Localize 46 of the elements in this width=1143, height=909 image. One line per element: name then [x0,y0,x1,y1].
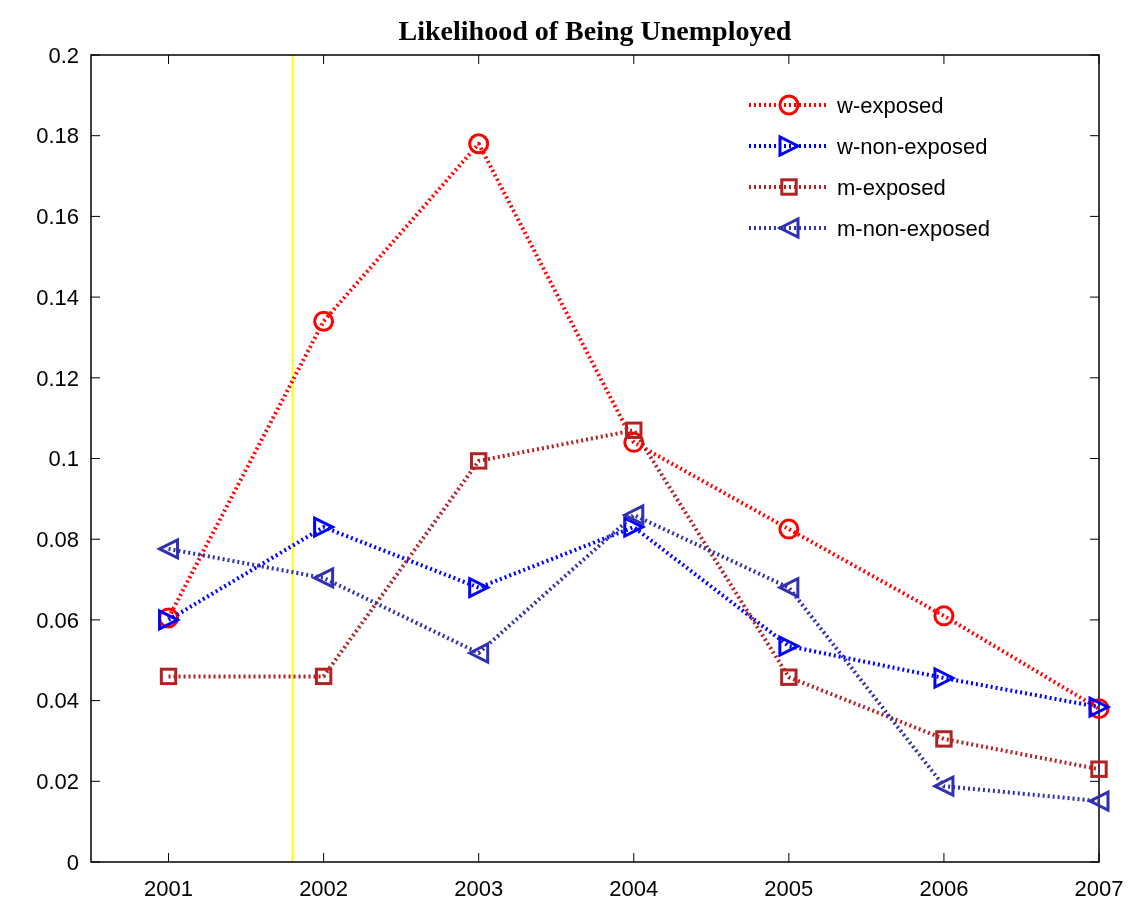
legend-label: w-non-exposed [836,133,988,159]
y-tick-label: 0 [66,849,79,875]
point [933,605,955,627]
legend-label: m-non-exposed [837,215,990,241]
y-tick-label: 0.06 [36,607,79,633]
y-tick-label: 0.18 [36,123,79,149]
y-tick-label: 0.02 [36,769,79,794]
point [468,642,490,664]
x-tick-label: 2006 [919,876,969,901]
point [778,635,800,657]
legend-label: m-exposed [837,174,946,200]
chart-title: Likelihood of Being Unemployed [398,15,792,46]
x-tick-label: 2001 [144,876,194,901]
x-tick-label: 2003 [454,876,504,901]
point [313,310,335,332]
point [778,518,800,540]
point [313,516,335,538]
point [158,538,180,560]
point [1088,790,1110,812]
y-tick-label: 0.08 [36,526,79,552]
y-tick-label: 0.04 [36,688,79,714]
point [468,133,490,155]
y-tick-label: 0.1 [48,446,79,472]
point [1090,760,1108,778]
point [159,667,178,686]
x-tick-label: 2005 [764,876,814,901]
y-tick-label: 0.14 [36,284,79,310]
point [313,567,335,589]
y-tick-label: 0.2 [48,42,79,68]
point [933,775,955,797]
point [625,421,643,439]
y-tick-label: 0.16 [36,204,79,230]
point [469,452,488,470]
legend-label: w-exposed [836,92,944,118]
x-tick-label: 2004 [609,876,659,901]
x-tick-label: 2002 [299,876,349,901]
point [468,577,490,599]
point [623,516,645,538]
point [780,668,798,686]
point [933,667,955,689]
point [623,504,645,526]
point [935,730,953,748]
point [314,667,333,686]
point [778,577,800,599]
x-tick-label: 2007 [1074,876,1124,901]
y-tick-label: 0.12 [36,365,79,391]
